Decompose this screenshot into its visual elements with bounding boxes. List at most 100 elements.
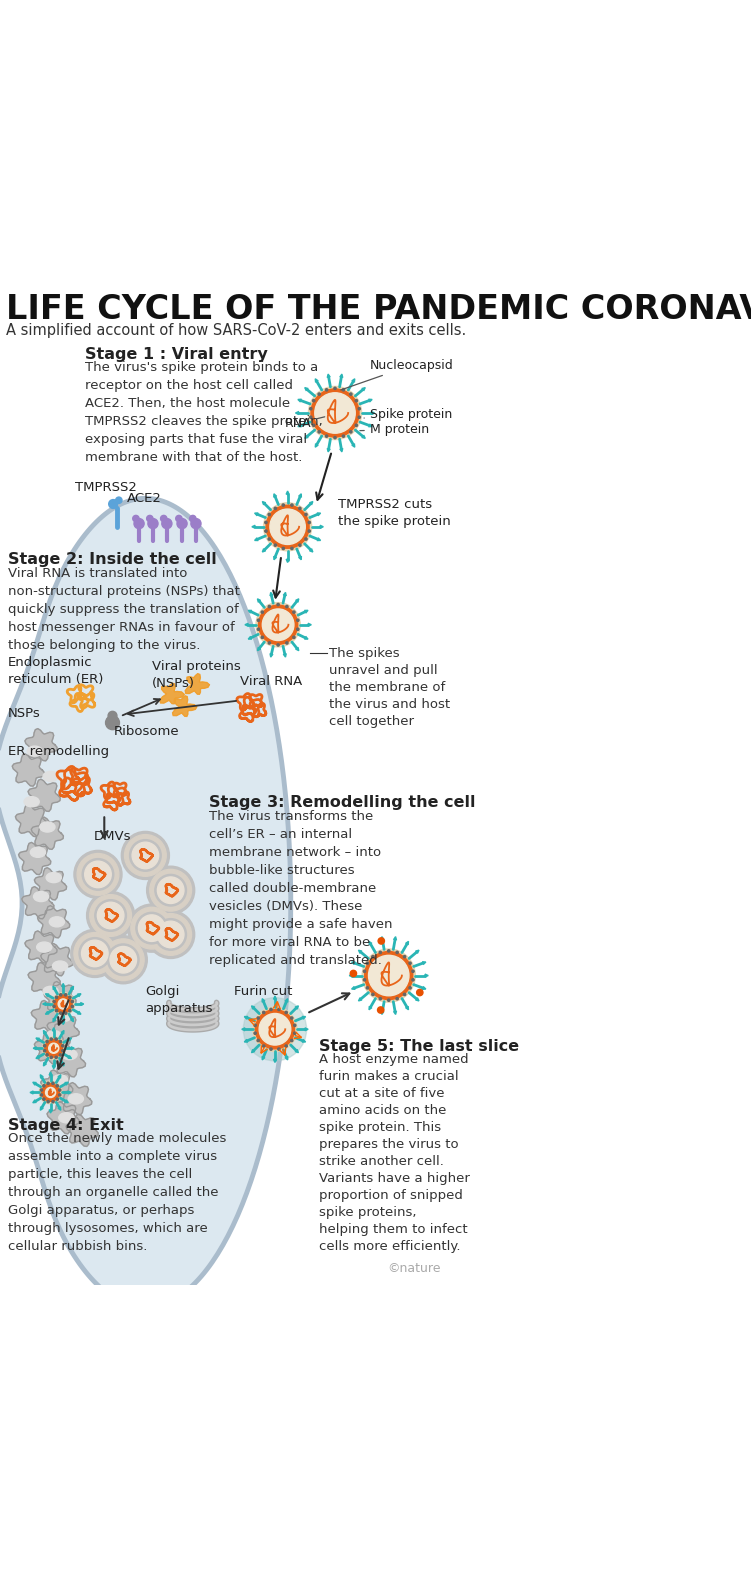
Circle shape [291, 548, 293, 550]
Circle shape [133, 515, 139, 521]
Circle shape [309, 408, 312, 410]
Circle shape [417, 989, 423, 995]
Circle shape [355, 424, 357, 427]
Circle shape [334, 387, 336, 389]
Circle shape [102, 939, 144, 981]
Polygon shape [274, 495, 276, 498]
Polygon shape [369, 1006, 372, 1010]
Text: Stage 1 : Viral entry: Stage 1 : Viral entry [86, 346, 268, 362]
Circle shape [334, 436, 336, 439]
Polygon shape [262, 999, 264, 1002]
Circle shape [286, 643, 288, 644]
Circle shape [71, 1005, 74, 1008]
Text: Viral RNA: Viral RNA [240, 676, 303, 688]
Polygon shape [358, 999, 361, 1002]
Polygon shape [249, 636, 252, 639]
Circle shape [46, 1041, 48, 1043]
Polygon shape [65, 1082, 68, 1085]
Circle shape [259, 1013, 291, 1046]
Circle shape [378, 1006, 384, 1013]
Polygon shape [59, 1107, 61, 1110]
Polygon shape [327, 449, 330, 452]
Text: Stage 3: Remodelling the cell: Stage 3: Remodelling the cell [209, 795, 475, 811]
Circle shape [43, 1098, 45, 1101]
Ellipse shape [43, 986, 58, 997]
Circle shape [46, 1054, 48, 1057]
Circle shape [39, 1080, 62, 1104]
Polygon shape [53, 986, 56, 989]
Circle shape [318, 430, 320, 433]
Polygon shape [47, 1101, 79, 1134]
Circle shape [403, 994, 406, 995]
Circle shape [366, 962, 369, 964]
Polygon shape [299, 556, 301, 559]
Circle shape [45, 1040, 62, 1057]
Circle shape [363, 970, 366, 972]
Polygon shape [285, 999, 288, 1002]
Circle shape [65, 994, 67, 995]
Text: TMPRSS2: TMPRSS2 [74, 482, 137, 495]
Circle shape [265, 521, 267, 523]
Circle shape [74, 850, 122, 898]
Circle shape [261, 636, 264, 638]
Polygon shape [298, 424, 301, 427]
Circle shape [363, 978, 366, 981]
Circle shape [122, 832, 170, 879]
Circle shape [294, 1024, 296, 1027]
Circle shape [155, 918, 186, 950]
Ellipse shape [30, 847, 46, 857]
Circle shape [148, 518, 158, 529]
Circle shape [299, 507, 301, 509]
Circle shape [412, 978, 414, 981]
Text: Stage 2: Inside the cell: Stage 2: Inside the cell [8, 553, 216, 567]
Polygon shape [381, 937, 384, 940]
Circle shape [277, 644, 279, 646]
Polygon shape [45, 1011, 49, 1014]
Circle shape [308, 521, 310, 523]
Text: TMPRSS2 cuts
the spike protein: TMPRSS2 cuts the spike protein [338, 498, 451, 528]
Polygon shape [340, 375, 342, 378]
Circle shape [62, 1044, 64, 1047]
Circle shape [308, 529, 310, 532]
Circle shape [258, 605, 297, 644]
Circle shape [285, 1011, 288, 1014]
Circle shape [42, 1084, 59, 1101]
Circle shape [258, 619, 260, 622]
Polygon shape [305, 636, 308, 639]
Circle shape [265, 529, 267, 532]
Polygon shape [32, 817, 63, 849]
Circle shape [189, 515, 196, 521]
Polygon shape [35, 868, 67, 899]
Text: RNA: RNA [285, 417, 324, 430]
Circle shape [62, 1049, 64, 1052]
Circle shape [268, 643, 270, 644]
Polygon shape [284, 654, 286, 657]
Polygon shape [416, 950, 419, 953]
Circle shape [47, 1082, 50, 1085]
Circle shape [270, 1047, 272, 1051]
Circle shape [79, 937, 110, 969]
Polygon shape [352, 378, 354, 383]
Text: Viral RNA is translated into
non-structural proteins (NSPs) that
quickly suppres: Viral RNA is translated into non-structu… [8, 567, 240, 652]
Circle shape [366, 986, 369, 989]
Circle shape [176, 515, 182, 521]
Circle shape [90, 895, 131, 937]
Polygon shape [53, 1019, 56, 1022]
Text: The virus transforms the
cell’s ER – an internal
membrane network – into
bubble-: The virus transforms the cell’s ER – an … [209, 810, 392, 967]
Text: The spikes
unravel and pull
the membrane of
the virus and host
cell together: The spikes unravel and pull the membrane… [329, 647, 450, 728]
Polygon shape [185, 674, 210, 695]
Text: ©nature: ©nature [388, 1262, 441, 1274]
Circle shape [350, 430, 352, 433]
Polygon shape [33, 1047, 37, 1049]
Polygon shape [62, 1021, 65, 1024]
Ellipse shape [50, 917, 65, 926]
Circle shape [107, 943, 139, 975]
Polygon shape [22, 887, 54, 918]
Circle shape [350, 970, 357, 976]
Circle shape [254, 1032, 256, 1035]
Circle shape [146, 910, 195, 959]
Polygon shape [284, 592, 286, 595]
Circle shape [311, 389, 359, 436]
Polygon shape [270, 592, 273, 595]
Circle shape [270, 509, 306, 545]
